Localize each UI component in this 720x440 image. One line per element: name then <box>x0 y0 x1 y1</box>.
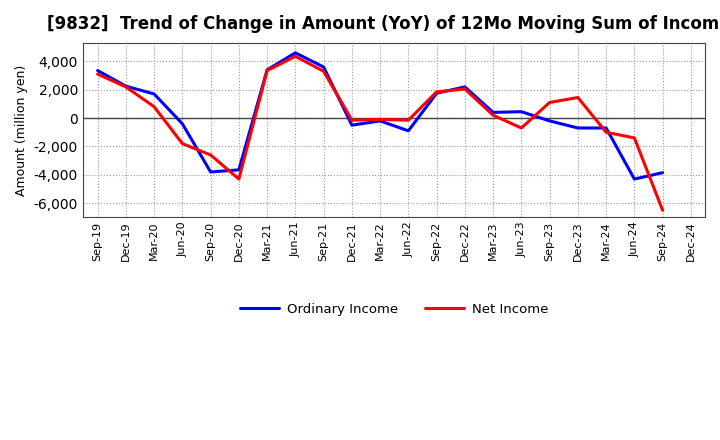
Net Income <box>404 117 413 123</box>
Y-axis label: Amount (million yen): Amount (million yen) <box>15 65 28 196</box>
Net Income <box>630 135 639 140</box>
Line: Net Income: Net Income <box>98 56 662 210</box>
Legend: Ordinary Income, Net Income: Ordinary Income, Net Income <box>235 297 554 321</box>
Ordinary Income <box>348 122 356 128</box>
Ordinary Income <box>178 121 186 126</box>
Ordinary Income <box>545 118 554 124</box>
Net Income <box>432 89 441 95</box>
Net Income <box>376 117 384 122</box>
Ordinary Income <box>461 84 469 89</box>
Ordinary Income <box>291 50 300 55</box>
Ordinary Income <box>94 68 102 73</box>
Ordinary Income <box>517 109 526 114</box>
Net Income <box>122 84 130 89</box>
Ordinary Income <box>263 67 271 73</box>
Ordinary Income <box>235 167 243 172</box>
Ordinary Income <box>630 176 639 182</box>
Net Income <box>150 104 158 110</box>
Ordinary Income <box>574 125 582 131</box>
Line: Ordinary Income: Ordinary Income <box>98 53 662 179</box>
Net Income <box>602 130 611 135</box>
Net Income <box>263 68 271 73</box>
Ordinary Income <box>489 110 498 115</box>
Ordinary Income <box>376 118 384 124</box>
Net Income <box>207 152 215 158</box>
Net Income <box>489 113 498 118</box>
Ordinary Income <box>658 170 667 175</box>
Net Income <box>658 208 667 213</box>
Net Income <box>291 54 300 59</box>
Net Income <box>517 125 526 131</box>
Net Income <box>94 71 102 77</box>
Net Income <box>178 141 186 146</box>
Net Income <box>348 117 356 123</box>
Net Income <box>235 176 243 182</box>
Ordinary Income <box>432 91 441 96</box>
Net Income <box>461 86 469 92</box>
Title: [9832]  Trend of Change in Amount (YoY) of 12Mo Moving Sum of Incomes: [9832] Trend of Change in Amount (YoY) o… <box>48 15 720 33</box>
Net Income <box>319 69 328 74</box>
Net Income <box>545 100 554 105</box>
Ordinary Income <box>404 128 413 133</box>
Ordinary Income <box>122 84 130 89</box>
Ordinary Income <box>602 125 611 131</box>
Net Income <box>574 95 582 100</box>
Ordinary Income <box>150 92 158 97</box>
Ordinary Income <box>319 64 328 70</box>
Ordinary Income <box>207 169 215 175</box>
